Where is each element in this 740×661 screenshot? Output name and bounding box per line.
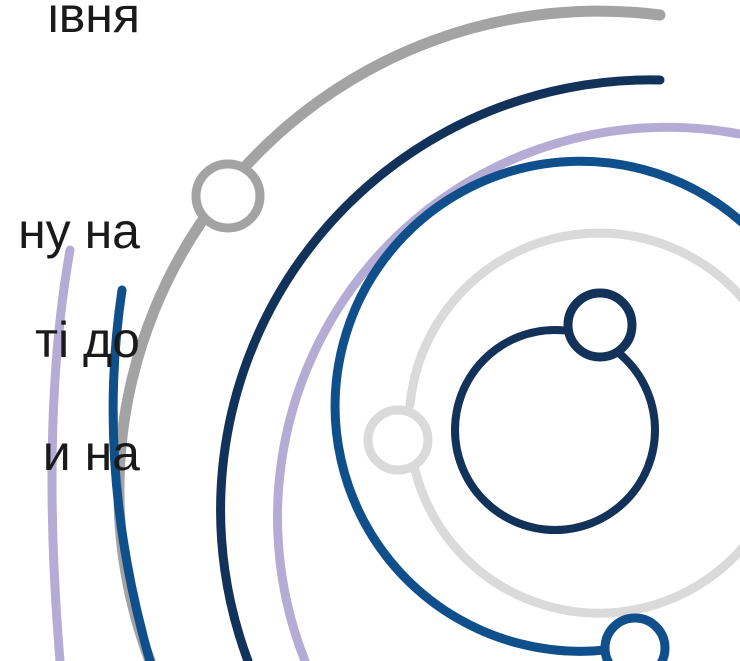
text-line: и на xyxy=(43,425,140,481)
text-line: івня xyxy=(48,0,140,43)
decoration xyxy=(47,5,740,661)
text-line: ті до xyxy=(35,312,140,368)
text-line: ну на xyxy=(18,203,140,259)
